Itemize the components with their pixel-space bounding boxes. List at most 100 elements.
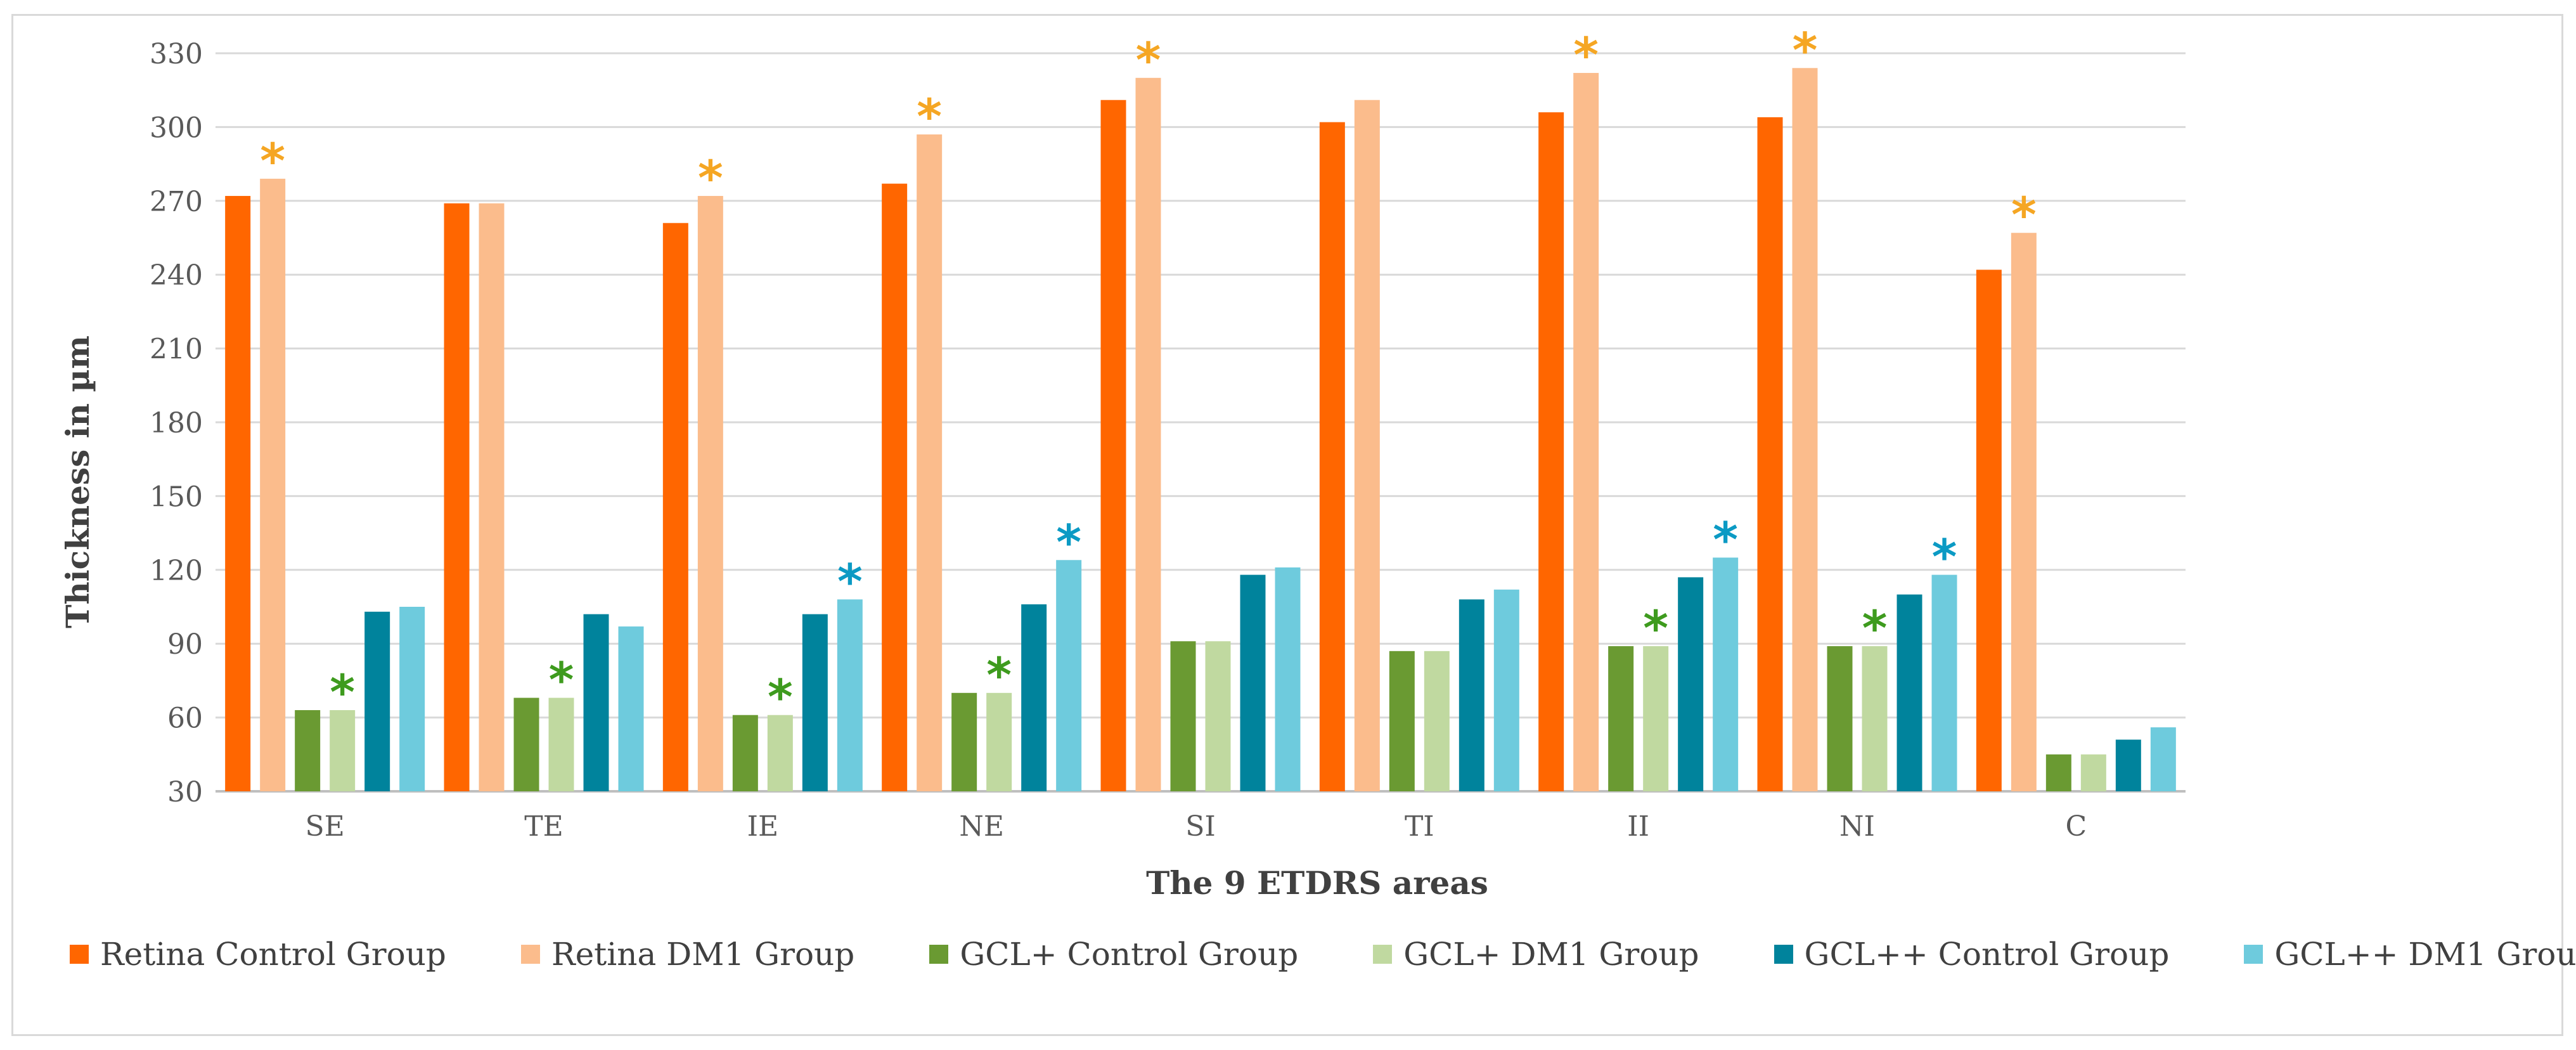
bar-C-retina-dm1-group	[2011, 233, 2037, 791]
legend-swatch	[1373, 945, 1393, 964]
bar-NI-gcl-control-group	[1897, 594, 1922, 791]
legend-item: GCL++ Control Group	[1774, 936, 2170, 973]
bar-C-retina-control-group	[1976, 269, 2002, 791]
bar-SI-retina-control-group	[1100, 100, 1126, 792]
significance-star: *	[1793, 22, 1818, 78]
legend-item: Retina Control Group	[70, 936, 446, 973]
bar-TE-gcl-control-group	[513, 697, 539, 791]
bar-C-gcl-control-group	[2115, 739, 2141, 791]
significance-star: *	[1056, 514, 1081, 570]
bar-NE-retina-dm1-group	[917, 134, 943, 791]
legend-label: Retina Control Group	[100, 936, 446, 973]
bar-TE-retina-dm1-group	[479, 203, 505, 791]
bar-II-gcl-control-group	[1678, 577, 1704, 791]
bar-SE-gcl-control-group	[364, 611, 390, 791]
legend-item: GCL+ Control Group	[929, 936, 1298, 973]
bar-NE-gcl-control-group	[1021, 604, 1047, 791]
x-tick-label: TI	[1405, 810, 1434, 843]
bar-SE-gcl-dm1-group	[330, 710, 356, 791]
bar-IE-gcl-dm1-group	[837, 599, 863, 791]
y-tick-label: 270	[150, 186, 203, 218]
bar-C-gcl-dm1-group	[2150, 727, 2176, 791]
significance-star: *	[2011, 186, 2037, 243]
y-tick-label: 300	[150, 112, 203, 144]
significance-markers: * * * * * * * * * * * * * * * * *	[260, 22, 2036, 725]
x-tick-label: II	[1627, 810, 1649, 843]
bar-SI-gcl-dm1-group	[1205, 641, 1231, 791]
y-tick-label: 90	[167, 628, 203, 661]
y-tick-label: 30	[167, 776, 203, 808]
significance-star: *	[1643, 600, 1668, 656]
y-tick-label: 150	[150, 481, 203, 513]
bar-IE-gcl-control-group	[802, 614, 828, 791]
bar-TE-gcl-control-group	[583, 614, 609, 791]
bar-SI-gcl-control-group	[1240, 574, 1266, 791]
significance-star: *	[1862, 600, 1888, 656]
legend-item: GCL+ DM1 Group	[1373, 936, 1699, 973]
bar-NE-gcl-control-group	[951, 692, 977, 791]
legend-swatch	[1774, 945, 1793, 964]
x-tick-label: SI	[1185, 810, 1216, 843]
bar-NI-gcl-dm1-group	[1862, 646, 1888, 791]
significance-star: *	[260, 133, 285, 189]
bar-SI-gcl-control-group	[1170, 641, 1196, 791]
significance-star: *	[698, 150, 723, 206]
significance-star: *	[1136, 32, 1161, 88]
bar-NI-gcl-dm1-group	[1931, 574, 1957, 791]
y-axis-ticks: 30 60 90 120 150 180 210 240 270 300 330	[150, 38, 203, 808]
legend-label: GCL++ DM1 Group	[2274, 936, 2576, 973]
legend-item: GCL++ DM1 Group	[2244, 936, 2576, 973]
bars	[225, 68, 2176, 792]
significance-star: *	[549, 652, 574, 708]
bar-TI-retina-control-group	[1319, 122, 1345, 791]
bar-TE-retina-control-group	[444, 203, 470, 791]
bar-II-retina-control-group	[1538, 112, 1564, 791]
legend: Retina Control Group Retina DM1 Group GCL+…	[70, 932, 2576, 976]
bar-NE-retina-control-group	[882, 183, 908, 791]
x-tick-label: SE	[306, 810, 345, 843]
bar-SE-gcl-dm1-group	[399, 607, 425, 791]
significance-star: *	[1932, 529, 1957, 585]
legend-item: Retina DM1 Group	[520, 936, 855, 973]
significance-star: *	[986, 647, 1012, 703]
legend-swatch	[2244, 945, 2264, 964]
y-axis-label: Thickness in µm	[59, 335, 96, 628]
significance-star: *	[768, 669, 793, 725]
bar-SI-retina-dm1-group	[1135, 77, 1161, 791]
legend-label: GCL+ DM1 Group	[1403, 936, 1699, 973]
bar-SE-gcl-control-group	[295, 710, 321, 791]
bar-TI-gcl-dm1-group	[1493, 589, 1519, 791]
bar-II-retina-dm1-group	[1573, 73, 1599, 791]
bar-IE-retina-control-group	[662, 223, 688, 792]
legend-swatch	[70, 945, 89, 964]
x-tick-label: C	[2065, 810, 2087, 843]
bar-TI-gcl-dm1-group	[1424, 651, 1450, 791]
chart-frame	[11, 14, 2563, 1036]
significance-star: *	[1573, 27, 1599, 83]
legend-label: Retina DM1 Group	[551, 936, 855, 973]
bar-IE-gcl-control-group	[732, 715, 758, 791]
x-tick-label: NI	[1839, 810, 1875, 843]
bar-TI-gcl-control-group	[1389, 651, 1415, 791]
legend-label: GCL++ Control Group	[1804, 936, 2170, 973]
y-tick-label: 120	[150, 555, 203, 587]
legend-swatch	[520, 945, 540, 964]
bar-SE-retina-control-group	[225, 196, 251, 791]
bar-SI-gcl-dm1-group	[1275, 567, 1301, 791]
x-tick-label: IE	[747, 810, 779, 843]
legend-label: GCL+ Control Group	[960, 936, 1299, 973]
significance-star: *	[1713, 511, 1738, 567]
significance-star: *	[917, 88, 942, 145]
bar-IE-gcl-dm1-group	[767, 715, 793, 791]
y-tick-label: 330	[150, 38, 203, 70]
x-tick-label: NE	[959, 810, 1004, 843]
bar-SE-retina-dm1-group	[260, 178, 286, 791]
bar-II-gcl-dm1-group	[1643, 646, 1669, 791]
x-axis-label: The 9 ETDRS areas	[1146, 864, 1488, 902]
bar-NE-gcl-dm1-group	[986, 692, 1012, 791]
bar-NI-retina-dm1-group	[1792, 68, 1818, 791]
y-tick-label: 180	[150, 407, 203, 439]
gridlines	[216, 52, 2186, 793]
y-tick-label: 210	[150, 334, 203, 366]
